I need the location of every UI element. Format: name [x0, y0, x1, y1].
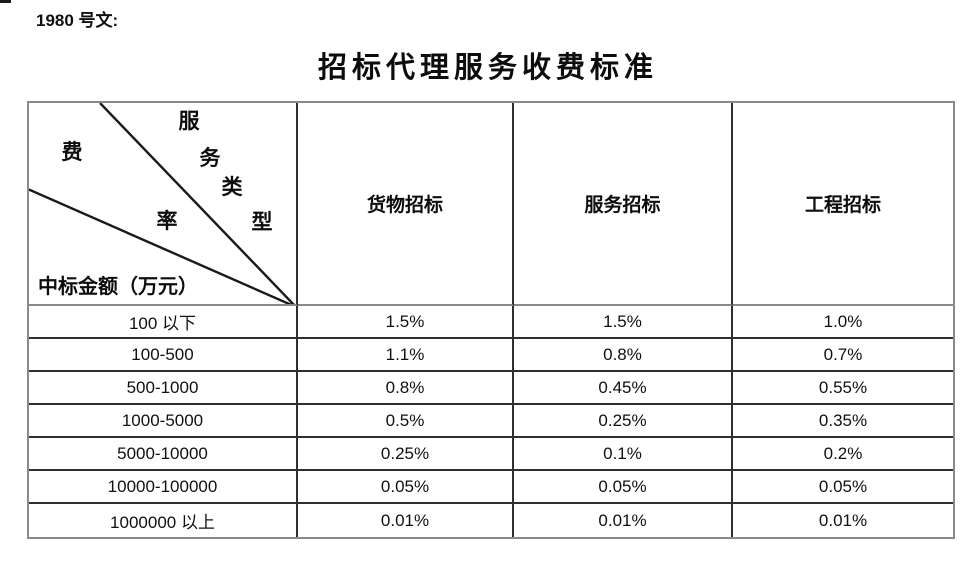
- fee-cell: 0.05%: [514, 471, 733, 504]
- fee-cell: 0.45%: [514, 372, 733, 405]
- row-label: 1000000 以上: [29, 504, 298, 537]
- column-axis-char: 务: [199, 146, 221, 170]
- fee-cell: 0.8%: [514, 339, 733, 372]
- header-row: 服 务 类 型 费 率 中标金额（万元） 货物招标 服务招标 工程招标: [29, 103, 953, 306]
- fee-cell: 0.5%: [298, 405, 514, 438]
- column-axis-char: 服: [178, 109, 200, 133]
- doc-number: 1980 号文:: [36, 11, 119, 30]
- fee-cell: 0.35%: [733, 405, 953, 438]
- column-header-engineering: 工程招标: [733, 103, 953, 306]
- table-row: 5000-10000 0.25% 0.1% 0.2%: [29, 438, 953, 471]
- fee-cell: 0.8%: [298, 372, 514, 405]
- page-title: 招标代理服务收费标准: [317, 52, 658, 84]
- column-axis-char: 类: [221, 175, 243, 199]
- table-row: 1000-5000 0.5% 0.25% 0.35%: [29, 405, 953, 438]
- table-row: 1000000 以上 0.01% 0.01% 0.01%: [29, 504, 953, 537]
- fee-cell: 1.5%: [514, 306, 733, 339]
- table-row: 10000-100000 0.05% 0.05% 0.05%: [29, 471, 953, 504]
- row-label: 1000-5000: [29, 405, 298, 438]
- fee-cell: 0.1%: [514, 438, 733, 471]
- column-header-service: 服务招标: [514, 103, 733, 306]
- fee-cell: 0.01%: [514, 504, 733, 537]
- diagonal-lines: [29, 103, 295, 304]
- fee-cell: 0.7%: [733, 339, 953, 372]
- fee-cell: 0.25%: [514, 405, 733, 438]
- diagonal-line-upper: [99, 103, 295, 304]
- row-axis-label: 中标金额（万元）: [38, 276, 198, 298]
- fee-cell: 0.05%: [733, 471, 953, 504]
- row-label: 100-500: [29, 339, 298, 372]
- table-row: 100-500 1.1% 0.8% 0.7%: [29, 339, 953, 372]
- fee-cell: 0.2%: [733, 438, 953, 471]
- table-row: 500-1000 0.8% 0.45% 0.55%: [29, 372, 953, 405]
- rate-axis-char: 费: [61, 140, 83, 164]
- fee-cell: 0.05%: [298, 471, 514, 504]
- rate-axis-char: 率: [156, 209, 178, 233]
- column-axis-char: 型: [251, 210, 273, 234]
- diagonal-header-cell: 服 务 类 型 费 率 中标金额（万元）: [29, 103, 298, 306]
- row-label: 10000-100000: [29, 471, 298, 504]
- diagonal-line-lower: [29, 188, 293, 304]
- fee-cell: 1.1%: [298, 339, 514, 372]
- fee-table: 服 务 类 型 费 率 中标金额（万元） 货物招标 服务招标 工程招标 100 …: [27, 101, 955, 539]
- fee-cell: 0.01%: [298, 504, 514, 537]
- row-label: 500-1000: [29, 372, 298, 405]
- fee-cell: 1.5%: [298, 306, 514, 339]
- fee-cell: 1.0%: [733, 306, 953, 339]
- fee-cell: 0.01%: [818, 510, 868, 530]
- row-label: 5000-10000: [29, 438, 298, 471]
- column-header-goods: 货物招标: [298, 103, 514, 306]
- corner-artifact-mark: [0, 0, 11, 3]
- fee-cell: 0.55%: [733, 372, 953, 405]
- row-label: 100 以下: [29, 306, 298, 339]
- table-row: 100 以下 1.5% 1.5% 1.0%: [29, 306, 953, 339]
- fee-cell: 0.25%: [298, 438, 514, 471]
